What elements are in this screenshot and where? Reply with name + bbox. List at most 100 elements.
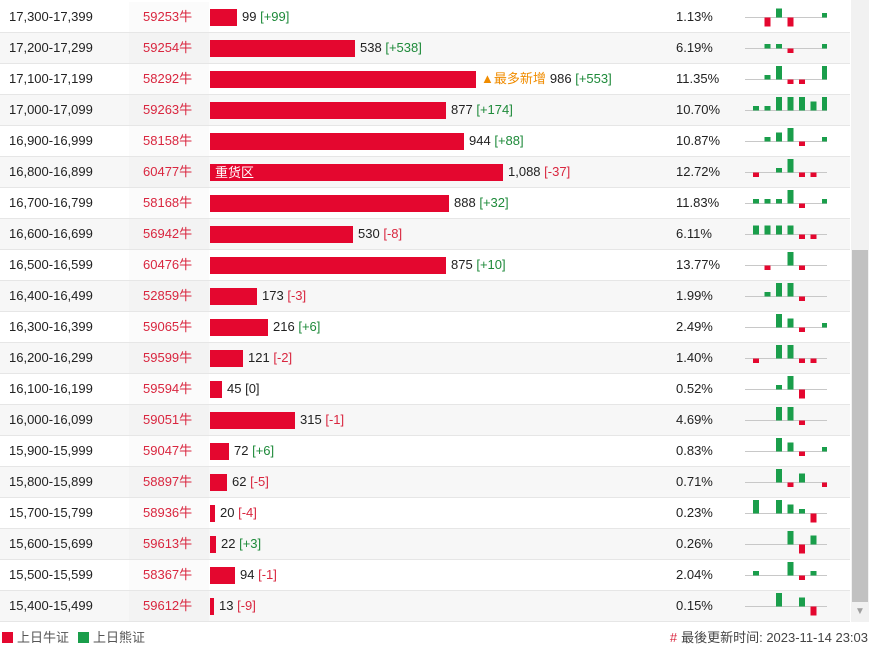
price-range: 17,000-17,099 (9, 102, 93, 117)
table-row[interactable]: 17,200-17,299 59254牛 538 [+538] 6.19% (0, 33, 850, 64)
spark-bar-bear (787, 283, 794, 297)
percentage: 0.15% (676, 598, 713, 613)
history-sparkline (745, 44, 827, 53)
cbbc-code-link[interactable]: 59254牛 (129, 33, 209, 63)
volume-value: 13 [-9] (219, 591, 256, 621)
vertical-scrollbar[interactable]: ▼ (851, 0, 869, 622)
cbbc-code-link[interactable]: 58936牛 (129, 498, 209, 528)
cbbc-code-link[interactable]: 59612牛 (129, 591, 209, 621)
table-row[interactable]: 17,100-17,199 58292牛 ▲最多新增 986 [+553] 11.35% (0, 64, 850, 95)
spark-bar-bull (799, 358, 805, 363)
table-row[interactable]: 16,400-16,499 52859牛 173 [-3] 1.99% (0, 281, 850, 312)
table-row[interactable]: 15,600-15,699 59613牛 22 [+3] 0.26% (0, 529, 850, 560)
table-row[interactable]: 16,500-16,599 60476牛 875 [+10] 13.77% (0, 250, 850, 281)
price-range: 15,700-15,799 (9, 505, 93, 520)
spark-bar-bull (787, 17, 794, 27)
table-row[interactable]: 16,300-16,399 59065牛 216 [+6] 2.49% (0, 312, 850, 343)
volume-value: 173 [-3] (262, 281, 306, 311)
table-row[interactable]: 15,400-15,499 59612牛 13 [-9] 0.15% (0, 591, 850, 622)
table-row[interactable]: 16,900-16,999 58158牛 944 [+88] 10.87% (0, 126, 850, 157)
cbbc-code-link[interactable]: 58158牛 (129, 126, 209, 156)
spark-bar-bull (799, 141, 805, 146)
spark-bar-bull (799, 451, 805, 456)
scrollbar-thumb[interactable] (852, 250, 868, 602)
history-sparkline (745, 345, 827, 363)
cbbc-code-link[interactable]: 59263牛 (129, 95, 209, 125)
table-row[interactable]: 15,500-15,599 58367牛 94 [-1] 2.04% (0, 560, 850, 591)
volume-change: [-37] (544, 164, 571, 179)
spark-bar-bear (787, 252, 794, 266)
history-sparkline (745, 225, 827, 239)
table-row[interactable]: 16,700-16,799 58168牛 888 [+32] 11.83% (0, 188, 850, 219)
volume-change: [-3] (287, 288, 307, 303)
cbbc-code-link[interactable]: 56942牛 (129, 219, 209, 249)
volume-number: 173 (262, 288, 284, 303)
volume-bar (210, 505, 215, 522)
spark-bar-bull (787, 48, 794, 53)
history-sparkline (745, 562, 827, 580)
cbbc-code-link[interactable]: 59047牛 (129, 436, 209, 466)
volume-bar (210, 567, 235, 584)
cbbc-code-link[interactable]: 52859牛 (129, 281, 209, 311)
volume-change: [+3] (239, 536, 262, 551)
table-row[interactable]: 15,800-15,899 58897牛 62 [-5] 0.71% (0, 467, 850, 498)
cbbc-code-link[interactable]: 58168牛 (129, 188, 209, 218)
history-sparkline (745, 283, 827, 301)
spark-bar-bear (787, 128, 794, 142)
spark-bar-bear (822, 13, 827, 18)
spark-bar-bear (787, 376, 794, 390)
cbbc-code-link[interactable]: 60477牛 (129, 157, 209, 187)
volume-value: 538 [+538] (360, 33, 422, 63)
table-row[interactable]: 16,100-16,199 59594牛 45 [0] 0.52% (0, 374, 850, 405)
spark-bar-bull (799, 575, 805, 580)
price-range: 17,200-17,299 (9, 40, 93, 55)
cbbc-code-link[interactable]: 59065牛 (129, 312, 209, 342)
table-row[interactable]: 16,600-16,699 56942牛 530 [-8] 6.11% (0, 219, 850, 250)
spark-bar-bear (776, 8, 782, 18)
table-row[interactable]: 16,800-16,899 60477牛 重货区 1,088 [-37] 12.72% (0, 157, 850, 188)
cbbc-code-link[interactable]: 59599牛 (129, 343, 209, 373)
volume-number: 315 (300, 412, 322, 427)
volume-bar (210, 350, 243, 367)
spark-bar-bear (776, 225, 782, 235)
percentage: 10.70% (676, 102, 721, 117)
volume-value: ▲最多新增 986 [+553] (481, 64, 612, 94)
price-range: 16,500-16,599 (9, 257, 93, 272)
cbbc-code-link[interactable]: 58292牛 (129, 64, 209, 94)
spark-bar-bear (776, 97, 782, 111)
percentage: 11.83% (676, 195, 720, 210)
table-row[interactable]: 15,900-15,999 59047牛 72 [+6] 0.83% (0, 436, 850, 467)
spark-bar-bear (822, 44, 827, 49)
percentage: 6.11% (676, 226, 712, 241)
cbbc-code-link[interactable]: 58897牛 (129, 467, 209, 497)
table-row[interactable]: 16,200-16,299 59599牛 121 [-2] 1.40% (0, 343, 850, 374)
history-sparkline (745, 252, 827, 270)
spark-bar-bear (822, 447, 827, 452)
cbbc-code-link[interactable]: 59051牛 (129, 405, 209, 435)
spark-bar-bull (810, 513, 817, 523)
spark-bar-bear (776, 132, 782, 142)
scroll-down-arrow-icon[interactable]: ▼ (855, 606, 865, 617)
history-sparkline (745, 376, 827, 399)
volume-number: 72 (234, 443, 249, 458)
spark-bar-bull (799, 265, 805, 270)
cbbc-code-link[interactable]: 59253牛 (129, 2, 209, 32)
volume-bar (210, 474, 227, 491)
history-sparkline (745, 128, 827, 146)
percentage: 1.40% (676, 350, 713, 365)
volume-number: 875 (451, 257, 473, 272)
history-sparkline (745, 407, 827, 425)
volume-change: [-8] (383, 226, 403, 241)
table-row[interactable]: 16,000-16,099 59051牛 315 [-1] 4.69% (0, 405, 850, 436)
cbbc-code-link[interactable]: 60476牛 (129, 250, 209, 280)
cbbc-code-link[interactable]: 59613牛 (129, 529, 209, 559)
table-row[interactable]: 17,000-17,099 59263牛 877 [+174] 10.70% (0, 95, 850, 126)
table-row[interactable]: 17,300-17,399 59253牛 99 [+99] 1.13% (0, 2, 850, 33)
cbbc-code-link[interactable]: 59594牛 (129, 374, 209, 404)
cbbc-code-link[interactable]: 58367牛 (129, 560, 209, 590)
volume-number: 45 (227, 381, 242, 396)
table-row[interactable]: 15,700-15,799 58936牛 20 [-4] 0.23% (0, 498, 850, 529)
volume-value: 20 [-4] (220, 498, 257, 528)
spark-bar-bear (787, 225, 794, 235)
volume-change: [-5] (250, 474, 269, 489)
